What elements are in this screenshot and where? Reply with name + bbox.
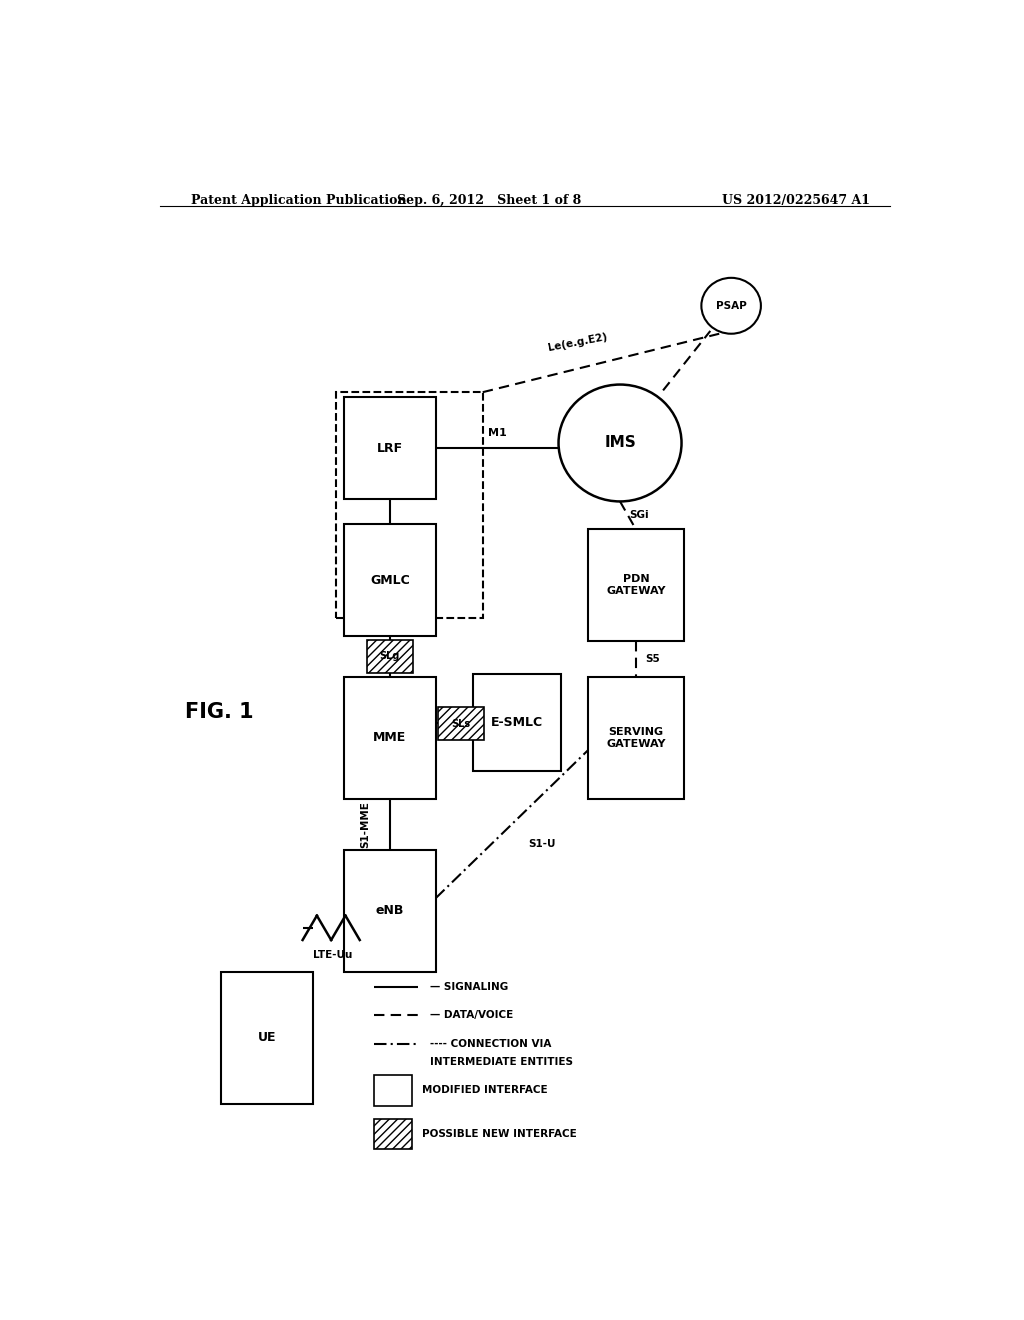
Bar <box>374 1076 412 1106</box>
Text: Sep. 6, 2012   Sheet 1 of 8: Sep. 6, 2012 Sheet 1 of 8 <box>397 194 582 207</box>
Text: IMS: IMS <box>604 436 636 450</box>
Text: SERVING
GATEWAY: SERVING GATEWAY <box>606 726 666 748</box>
Bar <box>374 1119 412 1150</box>
Text: SLg: SLg <box>380 652 400 661</box>
Ellipse shape <box>701 277 761 334</box>
Text: GMLC: GMLC <box>370 574 410 586</box>
Text: LRF: LRF <box>377 442 403 454</box>
Bar <box>588 529 684 642</box>
Text: Le(e.g.E2): Le(e.g.E2) <box>547 331 607 352</box>
Text: E-SMLC: E-SMLC <box>490 715 543 729</box>
Text: FIG. 1: FIG. 1 <box>185 702 254 722</box>
Text: INTERMEDIATE ENTITIES: INTERMEDIATE ENTITIES <box>430 1057 572 1067</box>
Text: LTE-Uu: LTE-Uu <box>313 950 352 960</box>
Text: SLs: SLs <box>452 718 471 729</box>
Text: MODIFIED INTERFACE: MODIFIED INTERFACE <box>422 1085 547 1096</box>
Text: Patent Application Publication: Patent Application Publication <box>191 194 407 207</box>
Text: — DATA/VOICE: — DATA/VOICE <box>430 1010 513 1020</box>
Text: US 2012/0225647 A1: US 2012/0225647 A1 <box>722 194 870 207</box>
Text: — SIGNALING: — SIGNALING <box>430 982 508 991</box>
Text: PSAP: PSAP <box>716 301 746 310</box>
Text: S1-U: S1-U <box>527 840 555 849</box>
Bar <box>438 706 484 741</box>
Bar <box>344 397 435 499</box>
Text: S5: S5 <box>645 653 660 664</box>
Text: PDN
GATEWAY: PDN GATEWAY <box>606 574 666 597</box>
Bar <box>367 640 413 673</box>
Text: SGi: SGi <box>630 511 649 520</box>
Text: S1-MME: S1-MME <box>360 801 370 847</box>
Bar <box>344 850 435 972</box>
Bar <box>473 675 560 771</box>
Text: eNB: eNB <box>376 904 404 917</box>
Text: ---- CONNECTION VIA: ---- CONNECTION VIA <box>430 1039 551 1048</box>
Ellipse shape <box>558 384 682 502</box>
Text: UE: UE <box>258 1031 276 1044</box>
Bar <box>336 392 482 618</box>
Bar <box>588 677 684 799</box>
Text: POSSIBLE NEW INTERFACE: POSSIBLE NEW INTERFACE <box>422 1129 577 1139</box>
Bar <box>344 524 435 636</box>
Bar <box>344 677 435 799</box>
Text: MME: MME <box>374 731 407 744</box>
Bar <box>221 972 312 1104</box>
Text: M1: M1 <box>487 428 507 438</box>
